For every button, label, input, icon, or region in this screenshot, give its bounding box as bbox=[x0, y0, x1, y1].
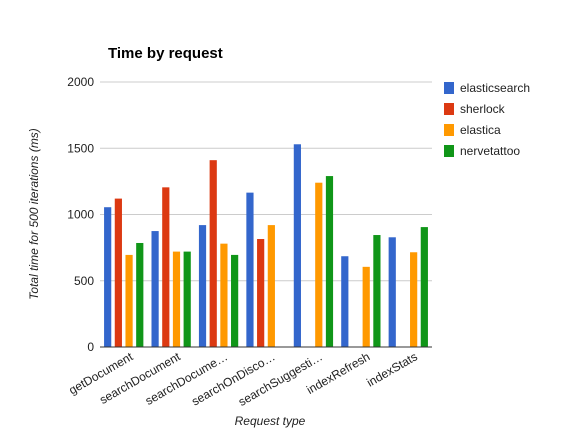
y-tick-label: 1000 bbox=[67, 208, 94, 222]
bar-nervetattoo bbox=[183, 251, 191, 347]
legend-swatch bbox=[444, 103, 454, 115]
x-tick-label: searchSuggesti… bbox=[236, 349, 325, 408]
x-tick-label: searchDocument bbox=[97, 349, 183, 407]
bar-elastica bbox=[125, 254, 133, 347]
bar-elastica bbox=[410, 252, 418, 347]
bar-elastica bbox=[315, 182, 323, 347]
legend-swatch bbox=[444, 124, 454, 136]
y-tick-label: 500 bbox=[74, 274, 94, 288]
bar-elasticsearch bbox=[151, 231, 159, 347]
legend-swatch bbox=[444, 82, 454, 94]
bar-elasticsearch bbox=[388, 237, 396, 347]
bar-nervetattoo bbox=[373, 235, 381, 347]
bar-elasticsearch bbox=[293, 144, 301, 347]
bar-elasticsearch bbox=[104, 207, 112, 347]
legend-label: elasticsearch bbox=[460, 81, 530, 95]
bars bbox=[104, 144, 428, 347]
x-axis-label: Request type bbox=[235, 414, 306, 428]
bar-elastica bbox=[172, 251, 181, 347]
bar-elasticsearch bbox=[341, 256, 349, 347]
bar-sherlock bbox=[114, 198, 122, 347]
gridlines bbox=[100, 81, 432, 282]
x-tick-label: searchDocume… bbox=[143, 349, 230, 407]
y-tick-label: 1500 bbox=[67, 141, 94, 155]
bar-elastica bbox=[220, 243, 228, 347]
y-tick-label: 0 bbox=[87, 340, 94, 354]
bar-elasticsearch bbox=[198, 225, 207, 347]
bar-sherlock bbox=[162, 187, 170, 347]
x-axis-ticks: getDocumentsearchDocumentsearchDocume…se… bbox=[66, 349, 419, 409]
bar-elastica bbox=[362, 266, 370, 347]
chart-title: Time by request bbox=[108, 45, 223, 62]
bar-nervetattoo bbox=[136, 242, 144, 347]
legend-label: nervetattoo bbox=[460, 144, 520, 158]
legend-label: sherlock bbox=[460, 102, 506, 116]
legend-swatch bbox=[444, 145, 454, 157]
x-tick-label: searchOnDisco… bbox=[189, 349, 277, 408]
legend-label: elastica bbox=[460, 123, 501, 137]
y-tick-label: 2000 bbox=[67, 75, 94, 89]
y-axis-ticks: 0 500 1000 1500 2000 bbox=[67, 75, 94, 354]
y-axis-label: Total time for 500 iterations (ms) bbox=[27, 128, 41, 300]
bar-nervetattoo bbox=[325, 176, 334, 347]
bar-elasticsearch bbox=[246, 192, 254, 347]
legend: elasticsearch sherlock elastica nervetattoo bbox=[444, 81, 530, 158]
bar-nervetattoo bbox=[420, 227, 428, 347]
bar-sherlock bbox=[257, 239, 265, 347]
bar-elastica bbox=[267, 225, 275, 347]
bar-sherlock bbox=[209, 160, 217, 347]
bar-nervetattoo bbox=[231, 254, 239, 347]
x-tick-label: indexStats bbox=[364, 349, 420, 389]
